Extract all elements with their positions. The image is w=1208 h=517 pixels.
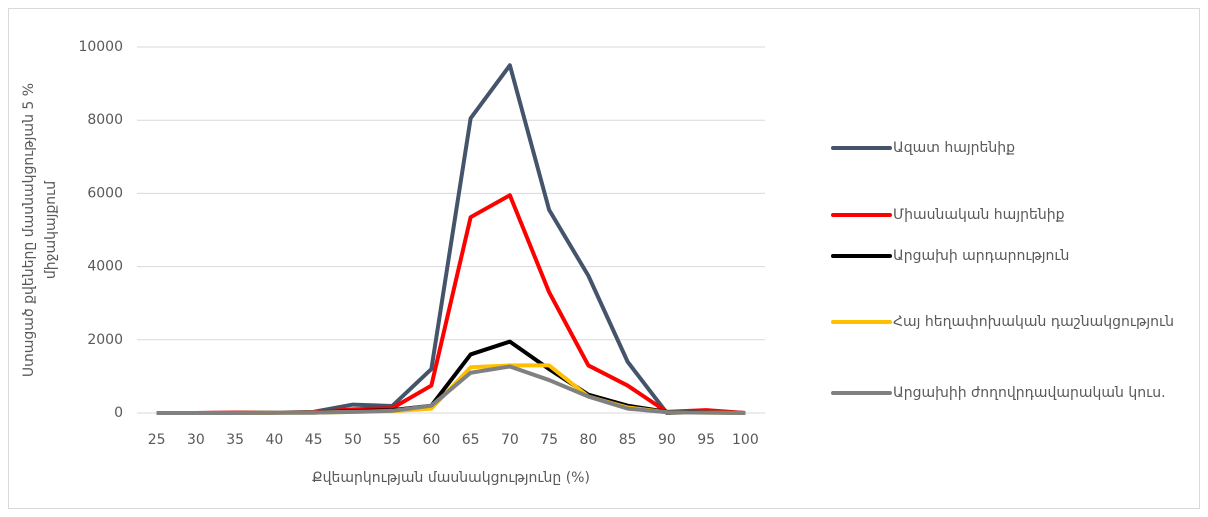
x-tick-label: 90 <box>658 432 676 448</box>
y-tick-label: 10000 <box>78 39 123 55</box>
legend-label: Արցախիի ժողովրդավարական կուս. <box>893 384 1166 401</box>
x-tick-label: 35 <box>226 432 244 448</box>
legend-label: Արցախի արդարություն <box>893 247 1070 264</box>
x-tick-label: 80 <box>579 432 597 448</box>
series-line <box>156 364 746 415</box>
chart-border <box>8 8 1200 509</box>
y-tick-label: 8000 <box>87 112 123 128</box>
x-tick-label: 100 <box>732 432 759 448</box>
x-tick-label: 85 <box>619 432 637 448</box>
legend-label: Հայ հեղափոխական դաշնակցություն <box>893 313 1174 330</box>
x-tick-label: 45 <box>305 432 323 448</box>
legend-label: Միասնական հայրենիք <box>893 206 1065 223</box>
x-tick-label: 40 <box>265 432 283 448</box>
x-tick-label: 30 <box>187 432 205 448</box>
y-tick-label: 2000 <box>87 332 123 348</box>
legend-label: Ազատ հայրենիք <box>893 139 1016 156</box>
x-tick-label: 50 <box>344 432 362 448</box>
x-tick-label: 75 <box>540 432 558 448</box>
x-tick-label: 95 <box>697 432 715 448</box>
x-axis-label: Քվեարկության մասնակցությունը (%) <box>312 470 590 486</box>
x-tick-label: 60 <box>422 432 440 448</box>
x-tick-label: 70 <box>501 432 519 448</box>
y-tick-label: 4000 <box>87 259 123 275</box>
x-tick-label: 55 <box>383 432 401 448</box>
y-tick-label: 0 <box>114 405 123 421</box>
y-tick-label: 6000 <box>87 185 123 201</box>
x-tick-label: 25 <box>148 432 166 448</box>
x-tick-label: 65 <box>462 432 480 448</box>
y-axis-label: Ստացած քվեները մասնակցության 5 % միջակայ… <box>21 82 59 378</box>
